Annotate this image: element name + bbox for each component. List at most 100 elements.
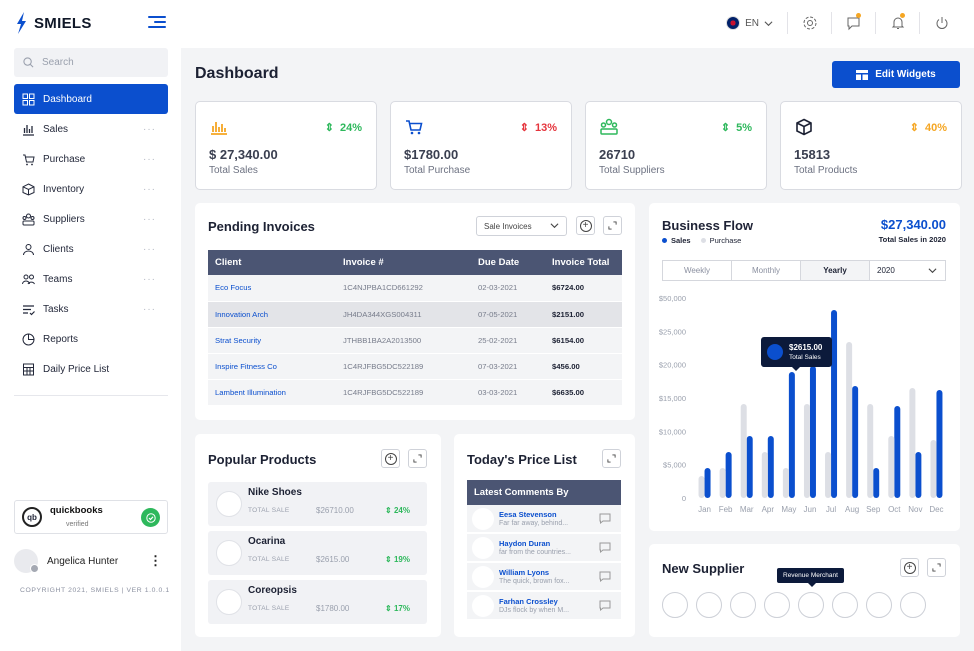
- search-input[interactable]: [42, 57, 152, 68]
- bar-sales-mar[interactable]: [746, 436, 753, 498]
- stat-card-sales[interactable]: ⇕ 24% $ 27,340.00 Total Sales: [195, 101, 377, 190]
- more-icon[interactable]: ···: [143, 153, 156, 165]
- supplier-avatar[interactable]: [798, 592, 824, 618]
- expand-button[interactable]: [408, 449, 427, 468]
- product-item[interactable]: Ocarina TOTAL SALE $2615.00 ⇕ 19%: [208, 531, 427, 575]
- add-button[interactable]: +: [381, 449, 400, 468]
- bar-purchase-nov[interactable]: [909, 388, 916, 498]
- supplier-avatar[interactable]: [730, 592, 756, 618]
- more-icon[interactable]: ···: [143, 273, 156, 285]
- quickbooks-integration[interactable]: qb quickbooks verified: [14, 500, 168, 534]
- table-row[interactable]: Strat Security JTHBB1BA2A2013500 25-02-2…: [208, 327, 622, 354]
- search-box[interactable]: [14, 48, 168, 77]
- comment-item[interactable]: Farhan Crossley DJs flock by when M...: [467, 592, 621, 620]
- bar-purchase-oct[interactable]: [888, 436, 895, 498]
- year-select[interactable]: 2020: [870, 261, 945, 280]
- comment-item[interactable]: Haydon Duran far from the countries...: [467, 534, 621, 562]
- product-item[interactable]: Nike Shoes TOTAL SALE $26710.00 ⇕ 24%: [208, 482, 427, 526]
- comment-icon[interactable]: [599, 571, 611, 582]
- language-selector[interactable]: EN: [726, 12, 788, 34]
- bar-sales-may[interactable]: [788, 372, 795, 498]
- sidebar-item-suppliers[interactable]: Suppliers ···: [14, 204, 168, 234]
- sidebar-item-sales[interactable]: Sales ···: [14, 114, 168, 144]
- app-logo[interactable]: SMIELS: [14, 12, 92, 34]
- settings-button[interactable]: [788, 12, 832, 34]
- stat-card-products[interactable]: ⇕ 40% 15813 Total Products: [780, 101, 962, 190]
- table-row[interactable]: Inspire Fitness Co 1C4RJFBG5DC522189 07-…: [208, 353, 622, 380]
- comment-item[interactable]: Eesa Stevenson Far far away, behind...: [467, 505, 621, 533]
- more-icon[interactable]: ···: [143, 243, 156, 255]
- bar-sales-jun[interactable]: [809, 366, 816, 498]
- supplier-avatar[interactable]: [866, 592, 892, 618]
- invoice-type-select[interactable]: Sale Invoices: [476, 216, 567, 236]
- expand-button[interactable]: [927, 558, 946, 577]
- bar-purchase-jul[interactable]: [825, 452, 832, 498]
- sidebar-item-clients[interactable]: Clients ···: [14, 234, 168, 264]
- sidebar-item-tasks[interactable]: Tasks ···: [14, 294, 168, 324]
- more-icon[interactable]: ···: [143, 213, 156, 225]
- tab-monthly[interactable]: Monthly: [732, 261, 801, 280]
- product-item[interactable]: Coreopsis TOTAL SALE $1780.00 ⇕ 17%: [208, 580, 427, 624]
- client-link[interactable]: Lambent Illumination: [208, 379, 336, 406]
- kebab-menu-icon[interactable]: ⋮: [149, 553, 162, 568]
- tab-weekly[interactable]: Weekly: [663, 261, 732, 280]
- logout-button[interactable]: [920, 12, 964, 34]
- bar-purchase-sep[interactable]: [867, 404, 874, 498]
- stat-card-suppliers[interactable]: ⇕ 5% 26710 Total Suppliers: [585, 101, 767, 190]
- bar-sales-feb[interactable]: [725, 452, 732, 498]
- client-link[interactable]: Eco Focus: [208, 275, 336, 302]
- bar-sales-aug[interactable]: [852, 386, 859, 498]
- bar-purchase-jun[interactable]: [803, 404, 810, 498]
- sidebar-item-daily-price-list[interactable]: Daily Price List: [14, 354, 168, 384]
- client-link[interactable]: Inspire Fitness Co: [208, 353, 336, 380]
- supplier-avatar[interactable]: [832, 592, 858, 618]
- column-header[interactable]: Due Date: [471, 250, 545, 275]
- table-row[interactable]: Eco Focus 1C4NJPBA1CD661292 02-03-2021 $…: [208, 275, 622, 302]
- sidebar-item-dashboard[interactable]: Dashboard: [14, 84, 168, 114]
- client-link[interactable]: Strat Security: [208, 327, 336, 354]
- comment-icon[interactable]: [599, 513, 611, 524]
- bar-purchase-mar[interactable]: [740, 404, 747, 498]
- sidebar-item-reports[interactable]: Reports: [14, 324, 168, 354]
- column-header[interactable]: Invoice Total: [545, 250, 622, 275]
- messages-button[interactable]: [832, 12, 876, 34]
- edit-widgets-button[interactable]: Edit Widgets: [832, 61, 960, 88]
- bar-purchase-jan[interactable]: [698, 476, 705, 498]
- supplier-avatar[interactable]: [696, 592, 722, 618]
- sidebar-item-inventory[interactable]: Inventory ···: [14, 174, 168, 204]
- supplier-avatar[interactable]: [662, 592, 688, 618]
- user-profile[interactable]: Angelica Hunter ⋮: [14, 548, 168, 574]
- more-icon[interactable]: ···: [143, 303, 156, 315]
- bar-sales-oct[interactable]: [894, 406, 901, 498]
- column-header[interactable]: Client: [208, 250, 336, 275]
- stat-card-purchase[interactable]: ⇕ 13% $1780.00 Total Purchase: [390, 101, 572, 190]
- bar-purchase-feb[interactable]: [719, 468, 726, 498]
- legend-item-purchase[interactable]: Purchase: [700, 236, 741, 245]
- sidebar-item-teams[interactable]: Teams ···: [14, 264, 168, 294]
- supplier-avatar[interactable]: [764, 592, 790, 618]
- expand-button[interactable]: [603, 216, 622, 235]
- column-header[interactable]: Invoice #: [336, 250, 471, 275]
- more-icon[interactable]: ···: [143, 123, 156, 135]
- notifications-button[interactable]: [876, 12, 920, 34]
- tab-yearly[interactable]: Yearly: [801, 261, 870, 280]
- bar-sales-dec[interactable]: [936, 390, 943, 498]
- bar-purchase-may[interactable]: [782, 468, 789, 498]
- add-button[interactable]: +: [900, 558, 919, 577]
- more-icon[interactable]: ···: [143, 183, 156, 195]
- menu-toggle-icon[interactable]: [148, 16, 166, 30]
- bar-purchase-dec[interactable]: [930, 440, 937, 498]
- add-button[interactable]: +: [576, 216, 595, 235]
- table-row[interactable]: Lambent Illumination 1C4RJFBG5DC522189 0…: [208, 379, 622, 406]
- table-row[interactable]: Innovation Arch JH4DA344XGS004311 07-05-…: [208, 301, 622, 328]
- legend-item-sales[interactable]: Sales: [662, 236, 691, 245]
- supplier-avatar[interactable]: [900, 592, 926, 618]
- bar-sales-nov[interactable]: [915, 452, 922, 498]
- bar-sales-jan[interactable]: [704, 468, 711, 498]
- comment-icon[interactable]: [599, 600, 611, 611]
- expand-button[interactable]: [602, 449, 621, 468]
- bar-purchase-aug[interactable]: [846, 342, 853, 498]
- bar-sales-sep[interactable]: [873, 468, 880, 498]
- comment-icon[interactable]: [599, 542, 611, 553]
- bar-sales-jul[interactable]: [831, 310, 838, 498]
